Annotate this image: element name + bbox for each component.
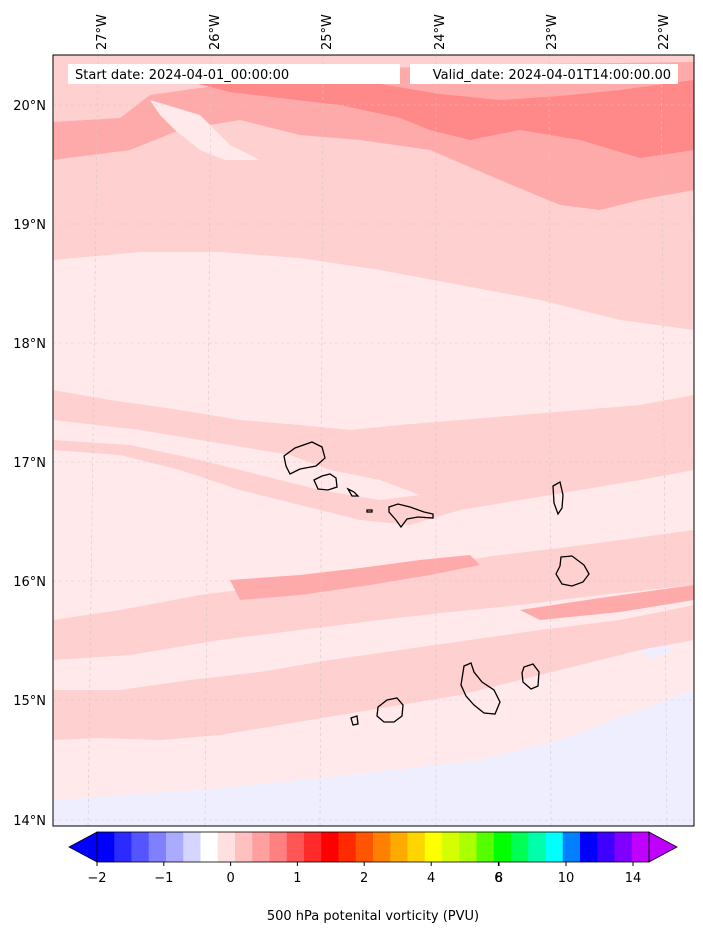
colorbar-tick-label: 0 [226,871,234,886]
pink-band-top-dark [53,58,694,210]
lon-label: 23°W [545,14,560,50]
colorbar-segment [114,832,132,862]
colorbar-segment [424,832,443,862]
colorbar-segment [545,832,564,862]
colorbar-under-arrow [68,831,98,863]
colorbar-ticks: −2 −1 0 1 2 4 68 10 14 [87,862,641,886]
island-maio [521,663,540,690]
salmon-band-top [190,78,694,158]
colorbar-segments [97,832,650,862]
colorbar-segment [407,832,426,862]
lon-label: 26°W [208,14,223,50]
colorbar-tick-label: 8 [495,871,503,886]
start-date-box [68,64,400,84]
colorbar-segment [597,832,615,862]
island-raso [366,509,373,513]
island-brava [350,715,359,726]
colorbar-segment [373,832,391,862]
colorbar-segment [286,832,305,862]
pink-band-mid [53,390,694,525]
lat-label: 16°N [13,575,46,590]
lon-label: 27°W [95,14,110,50]
colorbar-tick-label: −2 [87,871,106,886]
lat-label: 15°N [13,694,46,709]
lat-label: 20°N [13,99,46,114]
lon-label: 25°W [320,14,335,50]
map-area [53,55,694,826]
colorbar-tick-label: 10 [558,871,575,886]
colorbar-segment [580,832,598,862]
pink-band-low-dark-2 [520,585,694,620]
colorbar-frame [96,831,650,863]
colorbar-segment [200,832,219,862]
colorbar: −2 −1 0 1 2 4 68 10 14 500 hPa potenital vortici… [68,831,678,924]
gridlines [53,55,694,826]
colorbar-tick-label: 6 [494,871,502,886]
colorbar-segment [631,832,650,862]
colorbar-segment [459,832,477,862]
colorbar-segment [511,832,529,862]
longitude-labels: 27°W 26°W 25°W 24°W 23°W 22°W [95,14,672,50]
colorbar-segment [338,832,357,862]
colorbar-tick-label: 14 [625,871,642,886]
island-sao-nicolau [388,503,434,529]
colorbar-segment [148,832,167,862]
colorbar-segment [97,832,115,862]
colorbar-segment [355,832,374,862]
colorbar-segment [493,832,512,862]
lon-label: 24°W [433,14,448,50]
colorbar-segment [321,832,339,862]
island-sal [552,481,564,516]
colorbar-segment [476,832,495,862]
colorbar-tick-label: 2 [360,871,368,886]
lavender-region-bottom [53,690,694,826]
colorbar-over-arrow [648,831,678,863]
white-gap-top [150,100,260,160]
lon-label: 22°W [657,14,672,50]
colorbar-segment [614,832,633,862]
colorbar-tick-label: 1 [293,871,301,886]
lat-label: 18°N [13,337,46,352]
colorbar-label: 500 hPa potenital vorticity (PVU) [267,909,479,924]
lat-label: 17°N [13,456,46,471]
lat-label: 14°N [13,814,46,829]
colorbar-segment [131,832,150,862]
coastlines [283,441,590,726]
island-fogo [376,697,404,723]
colorbar-segment [217,832,236,862]
colorbar-segment [252,832,270,862]
pink-band-low-dark [230,555,480,600]
lat-label: 19°N [13,218,46,233]
colorbar-segment [304,832,322,862]
colorbar-segment [235,832,253,862]
island-santa-luzia [346,487,360,497]
colorbar-segment [390,832,408,862]
island-santiago [460,662,501,715]
colorbar-segment [269,832,288,862]
island-santo-antao [283,441,326,475]
colorbar-segment [528,832,546,862]
colorbar-segment [562,832,581,862]
island-sao-vicente [313,473,338,491]
latitude-labels: 20°N 19°N 18°N 17°N 16°N 15°N 14°N [13,99,46,829]
island-boa-vista [555,555,590,587]
valid-date-label: Valid_date: 2024-04-01T14:00:00.00 [433,68,671,83]
colorbar-segment [166,832,184,862]
very-light-cut-mid [53,420,420,500]
colorbar-segment [442,832,460,862]
colorbar-tick-label: −1 [154,871,173,886]
colorbar-tick-label: 4 [427,871,435,886]
start-date-label: Start date: 2024-04-01_00:00:00 [75,68,289,83]
colorbar-segment [183,832,201,862]
map-frame [52,54,695,827]
valid-date-box [410,64,678,84]
